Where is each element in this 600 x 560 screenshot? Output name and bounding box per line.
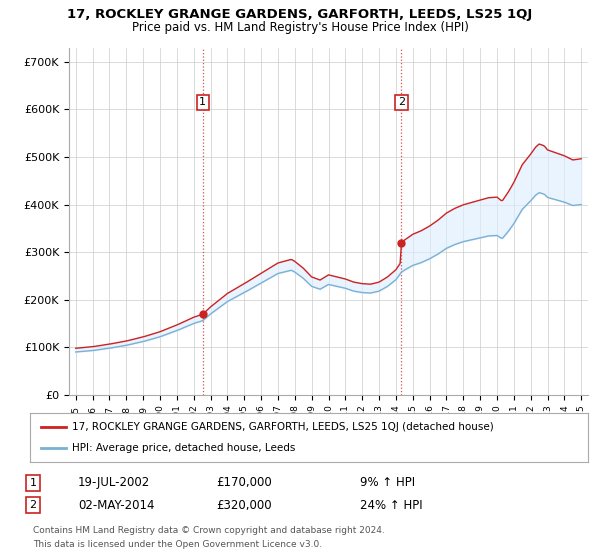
Text: HPI: Average price, detached house, Leeds: HPI: Average price, detached house, Leed… xyxy=(72,443,295,453)
Text: 17, ROCKLEY GRANGE GARDENS, GARFORTH, LEEDS, LS25 1QJ: 17, ROCKLEY GRANGE GARDENS, GARFORTH, LE… xyxy=(67,8,533,21)
Text: 17, ROCKLEY GRANGE GARDENS, GARFORTH, LEEDS, LS25 1QJ (detached house): 17, ROCKLEY GRANGE GARDENS, GARFORTH, LE… xyxy=(72,422,494,432)
Text: 9% ↑ HPI: 9% ↑ HPI xyxy=(360,476,415,489)
Text: 24% ↑ HPI: 24% ↑ HPI xyxy=(360,498,422,512)
Text: 1: 1 xyxy=(29,478,37,488)
Text: £170,000: £170,000 xyxy=(216,476,272,489)
Text: 19-JUL-2002: 19-JUL-2002 xyxy=(78,476,150,489)
Text: This data is licensed under the Open Government Licence v3.0.: This data is licensed under the Open Gov… xyxy=(33,540,322,549)
Text: Price paid vs. HM Land Registry's House Price Index (HPI): Price paid vs. HM Land Registry's House … xyxy=(131,21,469,34)
Text: Contains HM Land Registry data © Crown copyright and database right 2024.: Contains HM Land Registry data © Crown c… xyxy=(33,526,385,535)
Text: 2: 2 xyxy=(398,97,405,108)
Text: 02-MAY-2014: 02-MAY-2014 xyxy=(78,498,155,512)
Text: 2: 2 xyxy=(29,500,37,510)
Text: 1: 1 xyxy=(199,97,206,108)
Text: £320,000: £320,000 xyxy=(216,498,272,512)
